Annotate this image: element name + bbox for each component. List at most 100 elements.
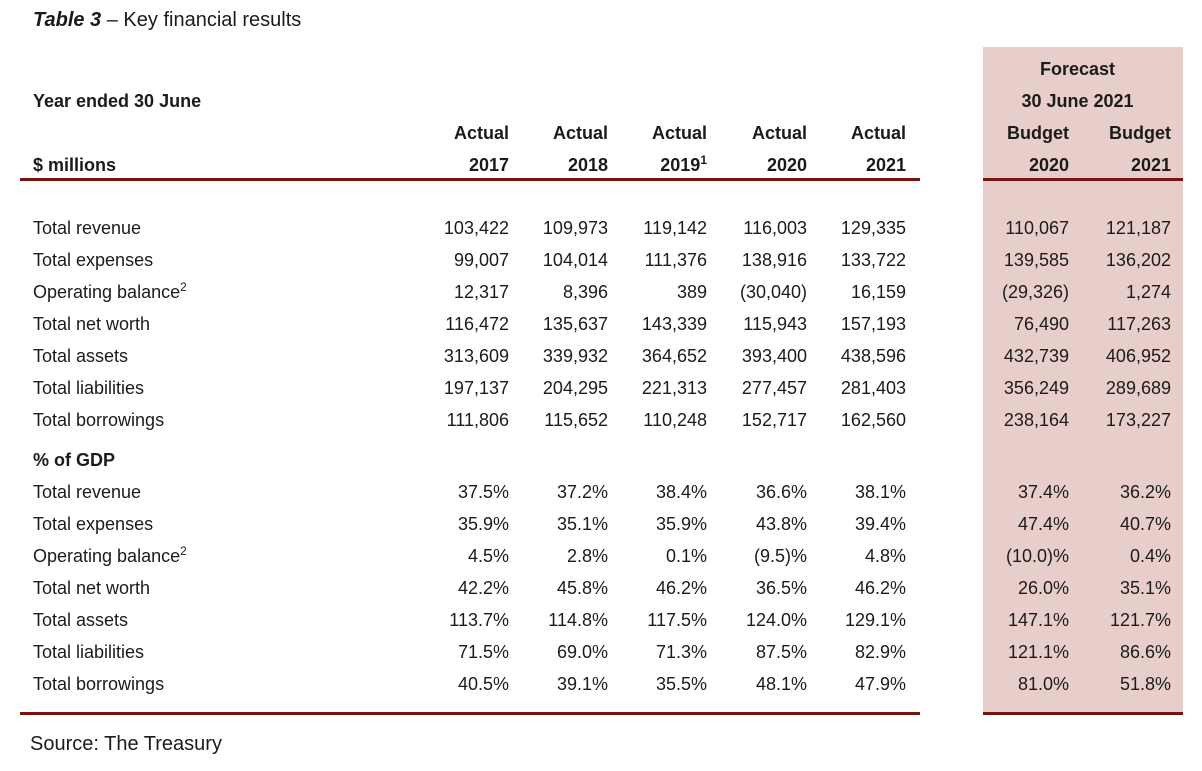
table-row: Total assets313,609339,932364,652393,400… [20,340,1184,372]
budget-value: 406,952 [1069,346,1171,367]
budget-value: 121.1% [984,642,1069,663]
table-row: Total revenue37.5%37.2%38.4%36.6%38.1%37… [20,476,1184,508]
header-rule-forecast [983,178,1183,181]
actual-column-header: Actual [509,123,608,146]
actual-value: 364,652 [608,346,707,367]
actual-value: 138,916 [707,250,807,271]
actual-value: 36.5% [707,578,807,599]
budget-year-header: 2020 [984,155,1069,178]
budget-column-header: Budget [984,123,1069,146]
year-ended-header-row: Year ended 30 June 30 June 2021 [20,82,1184,114]
forecast-header-row: Forecast [20,50,1184,82]
table-row: Operating balance24.5%2.8%0.1%(9.5)%4.8%… [20,540,1184,572]
actual-value: 152,717 [707,410,807,431]
actual-value: 339,932 [509,346,608,367]
budget-value: 121,187 [1069,218,1171,239]
actual-value: 99,007 [410,250,509,271]
actual-value: 36.6% [707,482,807,503]
budget-year-header: 2021 [1069,155,1171,178]
table-row: Total liabilities71.5%69.0%71.3%87.5%82.… [20,636,1184,668]
table-row: Total net worth42.2%45.8%46.2%36.5%46.2%… [20,572,1184,604]
actual-year-header: 2021 [807,155,906,178]
budget-value: 47.4% [984,514,1069,535]
row-label: Total expenses [20,250,410,271]
actual-value: 39.4% [807,514,906,535]
table-row: Operating balance212,3178,396389(30,040)… [20,276,1184,308]
actual-year-header: 20191 [608,155,707,178]
budget-value: (29,326) [984,282,1069,303]
budget-value: 110,067 [984,218,1069,239]
unit-label: $ millions [20,155,410,178]
budget-value: 289,689 [1069,378,1171,399]
actual-value: 37.5% [410,482,509,503]
actual-value: 38.1% [807,482,906,503]
actual-value: 104,014 [509,250,608,271]
actual-value: 35.5% [608,674,707,695]
actual-value: 40.5% [410,674,509,695]
table-row: Total liabilities197,137204,295221,31327… [20,372,1184,404]
actual-value: 393,400 [707,346,807,367]
budget-value: 81.0% [984,674,1069,695]
actual-value: 48.1% [707,674,807,695]
budget-value: 0.4% [1069,546,1171,567]
row-label: Total expenses [20,514,410,535]
actual-value: 87.5% [707,642,807,663]
footnote-marker: 2 [180,280,187,294]
row-label: Total assets [20,610,410,631]
budget-value: 356,249 [984,378,1069,399]
budget-value: 36.2% [1069,482,1171,503]
row-label: Total borrowings [20,674,410,695]
budget-value: (10.0)% [984,546,1069,567]
actual-column-header: Actual [410,123,509,146]
actual-value: 35.9% [410,514,509,535]
actual-value: 71.3% [608,642,707,663]
actual-value: 281,403 [807,378,906,399]
source-note: Source: The Treasury [30,733,222,756]
budget-value: 26.0% [984,578,1069,599]
actual-value: 114.8% [509,610,608,631]
table-row: Total expenses35.9%35.1%35.9%43.8%39.4%4… [20,508,1184,540]
actual-value: 4.8% [807,546,906,567]
budget-value: 121.7% [1069,610,1171,631]
actual-value: 438,596 [807,346,906,367]
actual-value: 4.5% [410,546,509,567]
actual-value: 35.1% [509,514,608,535]
budget-value: 432,739 [984,346,1069,367]
year-header-row: $ millions 20172018201912020202120202021 [20,146,1184,178]
actual-value: (9.5)% [707,546,807,567]
actual-value: 204,295 [509,378,608,399]
actual-value: 129.1% [807,610,906,631]
actual-value: 46.2% [807,578,906,599]
actual-value: 69.0% [509,642,608,663]
footnote-marker: 1 [700,153,707,167]
actual-value: 8,396 [509,282,608,303]
actual-value: 109,973 [509,218,608,239]
actual-value: 71.5% [410,642,509,663]
row-label: Total liabilities [20,642,410,663]
actual-value: 2.8% [509,546,608,567]
bottom-rule-forecast [983,712,1183,715]
actual-value: 129,335 [807,218,906,239]
row-label: Total assets [20,346,410,367]
row-label: Operating balance2 [20,282,410,303]
actual-value: 12,317 [410,282,509,303]
actual-value: 117.5% [608,610,707,631]
actual-column-header: Actual [707,123,807,146]
row-label: Total revenue [20,218,410,239]
actual-year-header: 2020 [707,155,807,178]
actual-value: 115,652 [509,410,608,431]
actual-value: 37.2% [509,482,608,503]
actual-value: 157,193 [807,314,906,335]
table-row: Total expenses99,007104,014111,376138,91… [20,244,1184,276]
actual-value: 42.2% [410,578,509,599]
actual-value: 119,142 [608,218,707,239]
forecast-date-label: 30 June 2021 [984,91,1171,114]
actual-value: 133,722 [807,250,906,271]
actual-value: 39.1% [509,674,608,695]
actual-value: 135,637 [509,314,608,335]
actual-year-header: 2017 [410,155,509,178]
actual-value: 113.7% [410,610,509,631]
actual-value: 38.4% [608,482,707,503]
actual-value: 16,159 [807,282,906,303]
budget-column-header: Budget [1069,123,1171,146]
